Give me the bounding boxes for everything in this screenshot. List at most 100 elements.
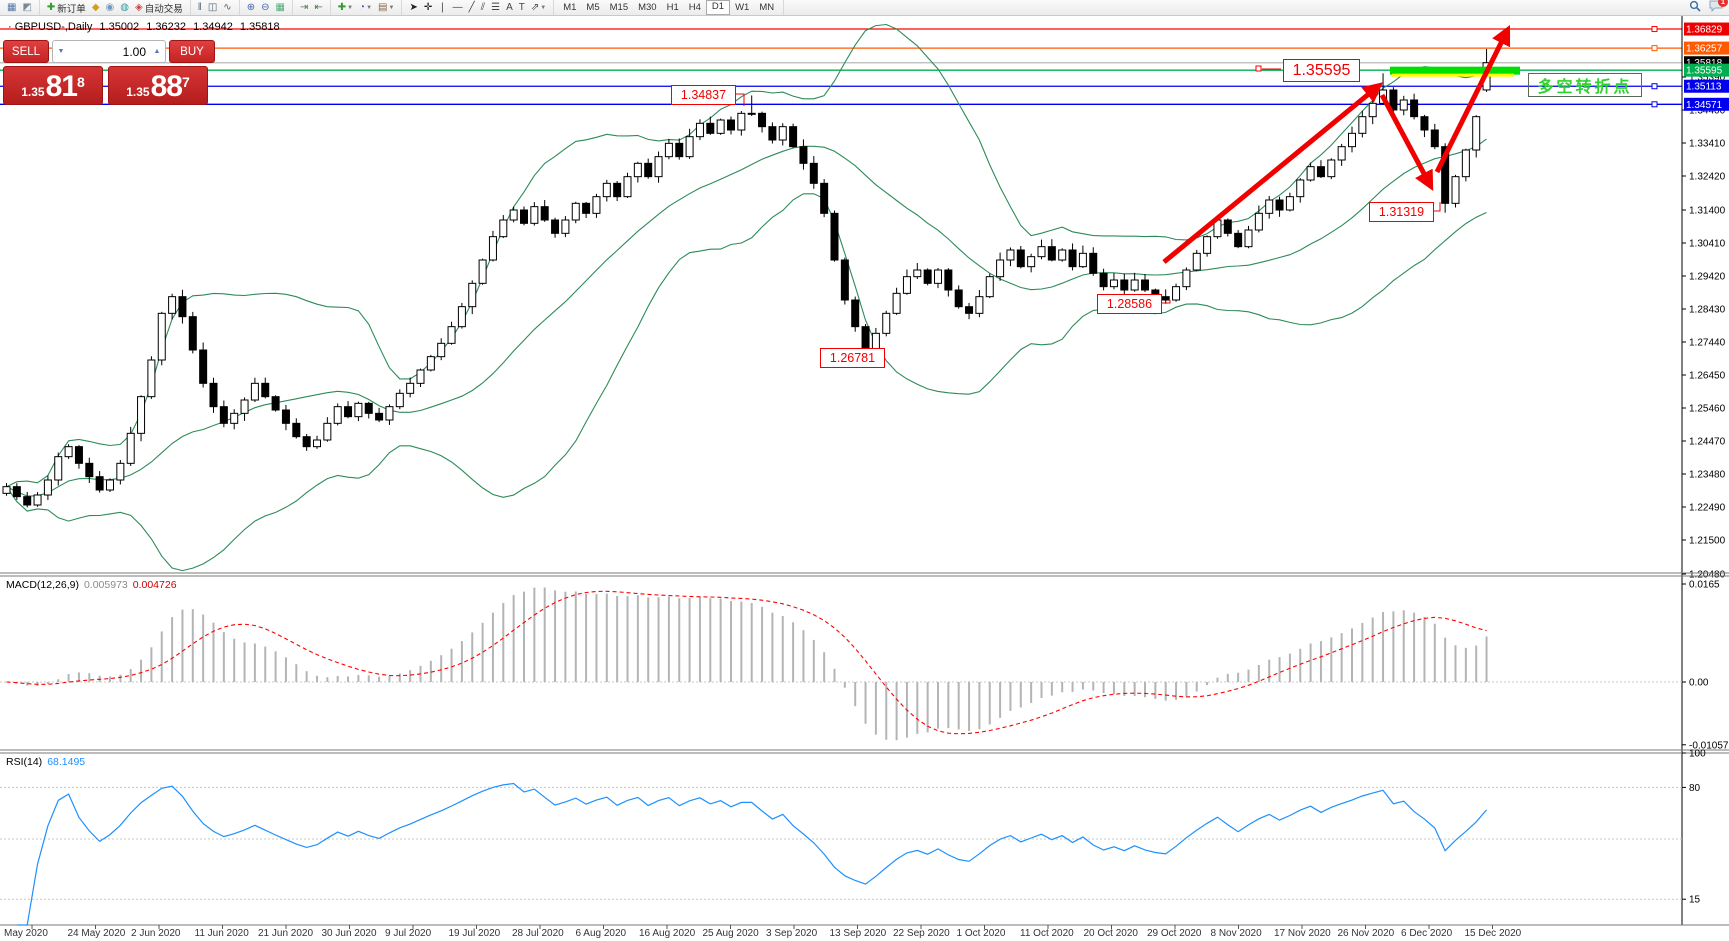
line-chart-mode-button[interactable]: ∿ [220,1,234,14]
sell-button[interactable]: SELL [3,40,49,63]
vertical-line-tool-button[interactable]: ❘ [435,1,449,14]
zoom-in-button[interactable]: ⊕ [244,1,258,14]
svg-text:1.34571: 1.34571 [1686,100,1723,111]
timeframe-m5[interactable]: M5 [586,2,600,13]
notification-badge: 1 [1718,0,1728,7]
rsi-value: 68.1495 [47,756,86,768]
timeframe-w1[interactable]: W1 [735,2,750,13]
periods-dropdown-icon[interactable]: ▼ [366,4,373,11]
svg-text:80: 80 [1689,783,1701,794]
svg-text:1.36829: 1.36829 [1686,25,1723,36]
timeframe-m15[interactable]: M15 [609,2,629,13]
svg-text:16 Aug 2020: 16 Aug 2020 [639,928,696,939]
cursor-tool-button[interactable]: ➤ [406,1,420,14]
crosshair-tool-button[interactable]: ✛ [421,1,435,14]
buy-button[interactable]: BUY [169,40,215,63]
toolbar-right: 1 [1689,0,1729,15]
tile-windows-button[interactable]: ▦ [272,1,287,14]
timeframe-h4[interactable]: H4 [688,2,701,13]
toolbar-group: ⇥ ⇤ [293,0,331,15]
new-order-label: 新订单 [57,3,86,15]
volume-decrease-button[interactable]: ▼ [57,48,65,55]
indicators-list-button[interactable]: ✚ ▼ [335,1,356,14]
buy-price-box[interactable]: 1.35 88 7 [108,66,208,105]
svg-text:30 Jun 2020: 30 Jun 2020 [322,928,377,939]
timeframe-mn[interactable]: MN [759,2,775,13]
horizontal-line-tool-button[interactable]: — [450,1,466,14]
volume-stepper[interactable]: ▼ 1.00 ▲ [52,40,166,63]
zone-underline [1392,73,1514,77]
bull-bear-turning-point-label[interactable]: 多空转折点 [1528,73,1642,97]
templates-icon: ▤ [378,1,388,13]
toolbar-group: ‖ ◫ ∿ [191,0,240,15]
price-axis: 1.35390 1.34400 1.33410 1.32420 1.31400 1.304… [1682,22,1729,581]
svg-text:1.22490: 1.22490 [1689,503,1726,514]
svg-text:1.35595: 1.35595 [1686,66,1723,77]
text-tool-icon: A [506,1,513,13]
chat-icon[interactable]: 1 [1709,0,1728,15]
zoom-in-icon: ⊕ [246,1,256,13]
trend-arrow [1434,24,1511,174]
fibonacci-tool-button[interactable]: ☰ [488,1,503,14]
svg-text:15: 15 [1689,895,1701,906]
candle-chart-mode-button[interactable]: ◫ [205,1,220,14]
new-chart-button[interactable]: ▦ [4,1,19,14]
trendline-tool-button[interactable]: ╱ [466,1,478,14]
timeframe-m1[interactable]: M1 [563,2,577,13]
price-tag-1.34837[interactable]: 1.34837 [671,85,736,105]
svg-text:1.23480: 1.23480 [1689,470,1726,481]
svg-text:1.28430: 1.28430 [1689,305,1726,316]
templates-dropdown-icon[interactable]: ▼ [388,4,395,11]
line-chart-mode-icon: ∿ [223,1,232,13]
chart-profiles-icon: ◩ [22,1,32,13]
macd-indicator-label: MACD(12,26,9) 0.005973 0.004726 [6,579,177,591]
chart-ohlc-title: · GBPUSD-,Daily 1.35002 1.36232 1.34942 … [8,21,284,33]
volume-increase-button[interactable]: ▲ [153,48,161,55]
svg-text:11 Jun 2020: 11 Jun 2020 [195,928,250,939]
timeframe-d1[interactable]: D1 [705,0,731,15]
svg-text:1.26450: 1.26450 [1689,371,1726,382]
text-label-tool-button[interactable]: T [516,1,528,14]
bar-chart-mode-button[interactable]: ‖ [195,1,205,14]
chart-profiles-button[interactable]: ◩ [19,1,34,14]
deposit-button[interactable]: ◆ [89,1,103,14]
templates-button[interactable]: ▤ ▼ [375,1,397,14]
auto-scroll-button[interactable]: ⇥ [297,1,311,14]
svg-text:13 Sep 2020: 13 Sep 2020 [830,928,887,939]
new-order-button[interactable]: ✚ 新订单 [44,1,89,15]
search-icon[interactable] [1689,0,1701,15]
svg-text:1.20480: 1.20480 [1689,570,1726,581]
toolbar-group: ▦ ◩ [0,0,40,15]
autotrading-button[interactable]: ◈ 自动交易 [132,1,186,15]
arrows-tool-dropdown-icon[interactable]: ▼ [540,4,547,11]
toolbar-group: ⊕ ⊖ ▦ [240,0,293,15]
volume-input[interactable]: 1.00 [122,44,146,59]
indicators-list-icon: ✚ [337,1,347,13]
svg-text:11 Oct 2020: 11 Oct 2020 [1020,928,1074,939]
community-button[interactable]: ◉ [103,1,118,14]
indicators-list-dropdown-icon[interactable]: ▼ [347,4,354,11]
price-tag-1.35595[interactable]: 1.35595 [1283,59,1360,82]
svg-text:1 Oct 2020: 1 Oct 2020 [957,928,1006,939]
svg-text:21 Jun 2020: 21 Jun 2020 [258,928,313,939]
timeframe-h1[interactable]: H1 [666,2,679,13]
macd-name: MACD(12,26,9) [6,579,79,591]
price-tag-1.28586[interactable]: 1.28586 [1097,294,1162,314]
broadcast-button[interactable]: ◍ [117,1,132,14]
text-label-tool-icon: T [518,1,525,13]
timeframe-m30[interactable]: M30 [638,2,657,13]
arrows-tool-button[interactable]: ⇗ ▼ [528,1,549,14]
broadcast-icon: ◍ [120,1,129,13]
sell-price-box[interactable]: 1.35 81 8 [3,66,103,105]
periods-button[interactable]: ◔ ▼ [356,1,375,14]
price-tag-1.26781[interactable]: 1.26781 [820,348,885,368]
chart-shift-button[interactable]: ⇤ [311,1,325,14]
zoom-out-button[interactable]: ⊖ [258,1,272,14]
text-tool-button[interactable]: A [503,1,516,14]
channel-tool-button[interactable]: ⫽ [478,1,488,14]
cursor-tool-icon: ➤ [409,1,418,13]
price-tag-1.31319[interactable]: 1.31319 [1369,202,1434,222]
